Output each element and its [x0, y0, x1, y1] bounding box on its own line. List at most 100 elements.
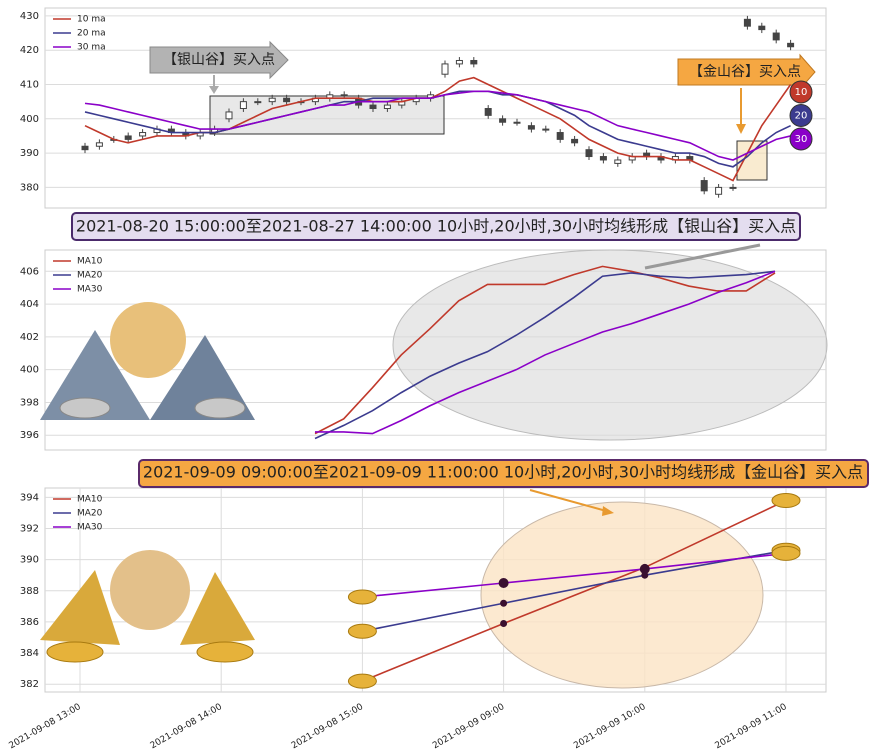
gold-ingot-marker: [347, 623, 377, 639]
candle-body: [369, 104, 377, 110]
candle-body: [81, 145, 89, 151]
legend-label: MA20: [77, 509, 103, 519]
y-tick-label: 386: [20, 617, 39, 628]
ma-line: [362, 552, 787, 598]
y-tick-label: 400: [20, 365, 39, 376]
x-tick-label: 2021-09-08 13:00: [8, 702, 83, 751]
x-tick-label: 2021-09-08 15:00: [290, 702, 365, 751]
gold-ingot-marker: [347, 673, 377, 689]
candle-body: [283, 97, 291, 103]
end-badge: [789, 127, 813, 151]
candle-body: [225, 111, 233, 120]
y-tick-label: 384: [20, 648, 39, 659]
candle-body: [729, 186, 737, 189]
y-tick-label: 388: [20, 586, 39, 597]
candle-body: [700, 180, 708, 192]
ma-line: [84, 90, 791, 161]
candle-body: [556, 132, 564, 140]
point: [498, 577, 509, 588]
title-box: [138, 459, 869, 488]
silver-ingot: [59, 397, 111, 419]
end-badge-label: 10: [795, 87, 808, 98]
candle-body: [239, 101, 247, 110]
pointer-head: [209, 86, 219, 94]
end-badge: [789, 80, 813, 104]
y-tick-label: 410: [20, 80, 39, 91]
candle-body: [758, 25, 766, 31]
highlight-ellipse: [392, 249, 828, 441]
candle-body: [268, 97, 276, 103]
y-tick-label: 382: [20, 679, 39, 690]
point: [639, 563, 650, 574]
y-tick-label: 398: [20, 397, 39, 408]
y-tick-label: 430: [20, 11, 39, 22]
candle-body: [499, 118, 507, 123]
candle-body: [484, 108, 492, 116]
candle-body: [340, 94, 348, 97]
annotation: 【银山谷】买入点: [163, 52, 275, 68]
pointer: [529, 489, 611, 513]
ma-line: [362, 499, 787, 682]
candle-body: [772, 32, 780, 41]
y-tick-label: 396: [20, 430, 39, 441]
x-tick-label: 2021-09-09 10:00: [572, 702, 647, 751]
y-tick-label: 400: [20, 114, 39, 125]
end-badge-label: 20: [795, 111, 808, 122]
legend-label: 10 ma: [77, 15, 106, 25]
candle-body: [743, 18, 751, 27]
candle-body: [585, 149, 593, 158]
legend-label: MA30: [77, 285, 103, 295]
chart-title: 2021-09-09 09:00:00至2021-09-09 11:00:00 …: [143, 463, 863, 482]
pointer: [644, 243, 761, 270]
candle-body: [470, 59, 478, 65]
gold-ingot: [196, 641, 254, 663]
candle-body: [383, 104, 391, 110]
y-tick-label: 380: [20, 182, 39, 193]
legend-label: MA10: [77, 257, 103, 267]
pointer-head: [602, 506, 614, 516]
gold-pyramid: [40, 570, 120, 645]
ma-line: [315, 270, 776, 435]
legend-label: MA30: [77, 523, 103, 533]
gold-pyramid: [180, 572, 255, 645]
candle-body: [254, 101, 262, 104]
candle-body: [527, 125, 535, 130]
highlight-ellipse: [480, 501, 764, 689]
chart-title: 2021-08-20 15:00:00至2021-08-27 14:00:00 …: [76, 217, 796, 236]
legend-label: 20 ma: [77, 29, 106, 39]
candle-body: [599, 156, 607, 161]
gold-ingot-marker: [771, 492, 801, 508]
y-tick-label: 390: [20, 555, 39, 566]
mountain: [40, 330, 150, 420]
dog: [110, 302, 186, 378]
candle-body: [95, 142, 103, 147]
candle-body: [542, 128, 550, 131]
candle-body: [124, 135, 132, 140]
x-tick-label: 2021-09-08 14:00: [149, 702, 224, 751]
pointer-head: [736, 124, 746, 134]
x-tick-label: 2021-09-09 11:00: [714, 702, 789, 751]
candle-body: [513, 121, 521, 124]
y-tick-label: 392: [20, 523, 39, 534]
candle-body: [455, 59, 463, 65]
y-tick-label: 390: [20, 148, 39, 159]
annotation: 【金山谷】买入点: [689, 64, 801, 80]
point: [500, 619, 508, 627]
y-tick-label: 394: [20, 492, 39, 503]
y-tick-label: 404: [20, 299, 39, 310]
candle-body: [614, 159, 622, 164]
y-tick-label: 402: [20, 332, 39, 343]
title-box: [71, 212, 801, 241]
annotation-arrow: [677, 53, 816, 91]
point: [500, 599, 508, 607]
gold-ingot-marker: [771, 545, 801, 561]
end-badge-label: 30: [795, 134, 808, 145]
dog: [110, 550, 190, 630]
candle-body: [139, 132, 147, 137]
ma-line: [314, 265, 776, 435]
candle-body: [571, 138, 579, 144]
candle-body: [441, 63, 449, 75]
ma-line: [362, 549, 787, 633]
silver-ingot: [194, 397, 246, 419]
y-tick-label: 420: [20, 45, 39, 56]
